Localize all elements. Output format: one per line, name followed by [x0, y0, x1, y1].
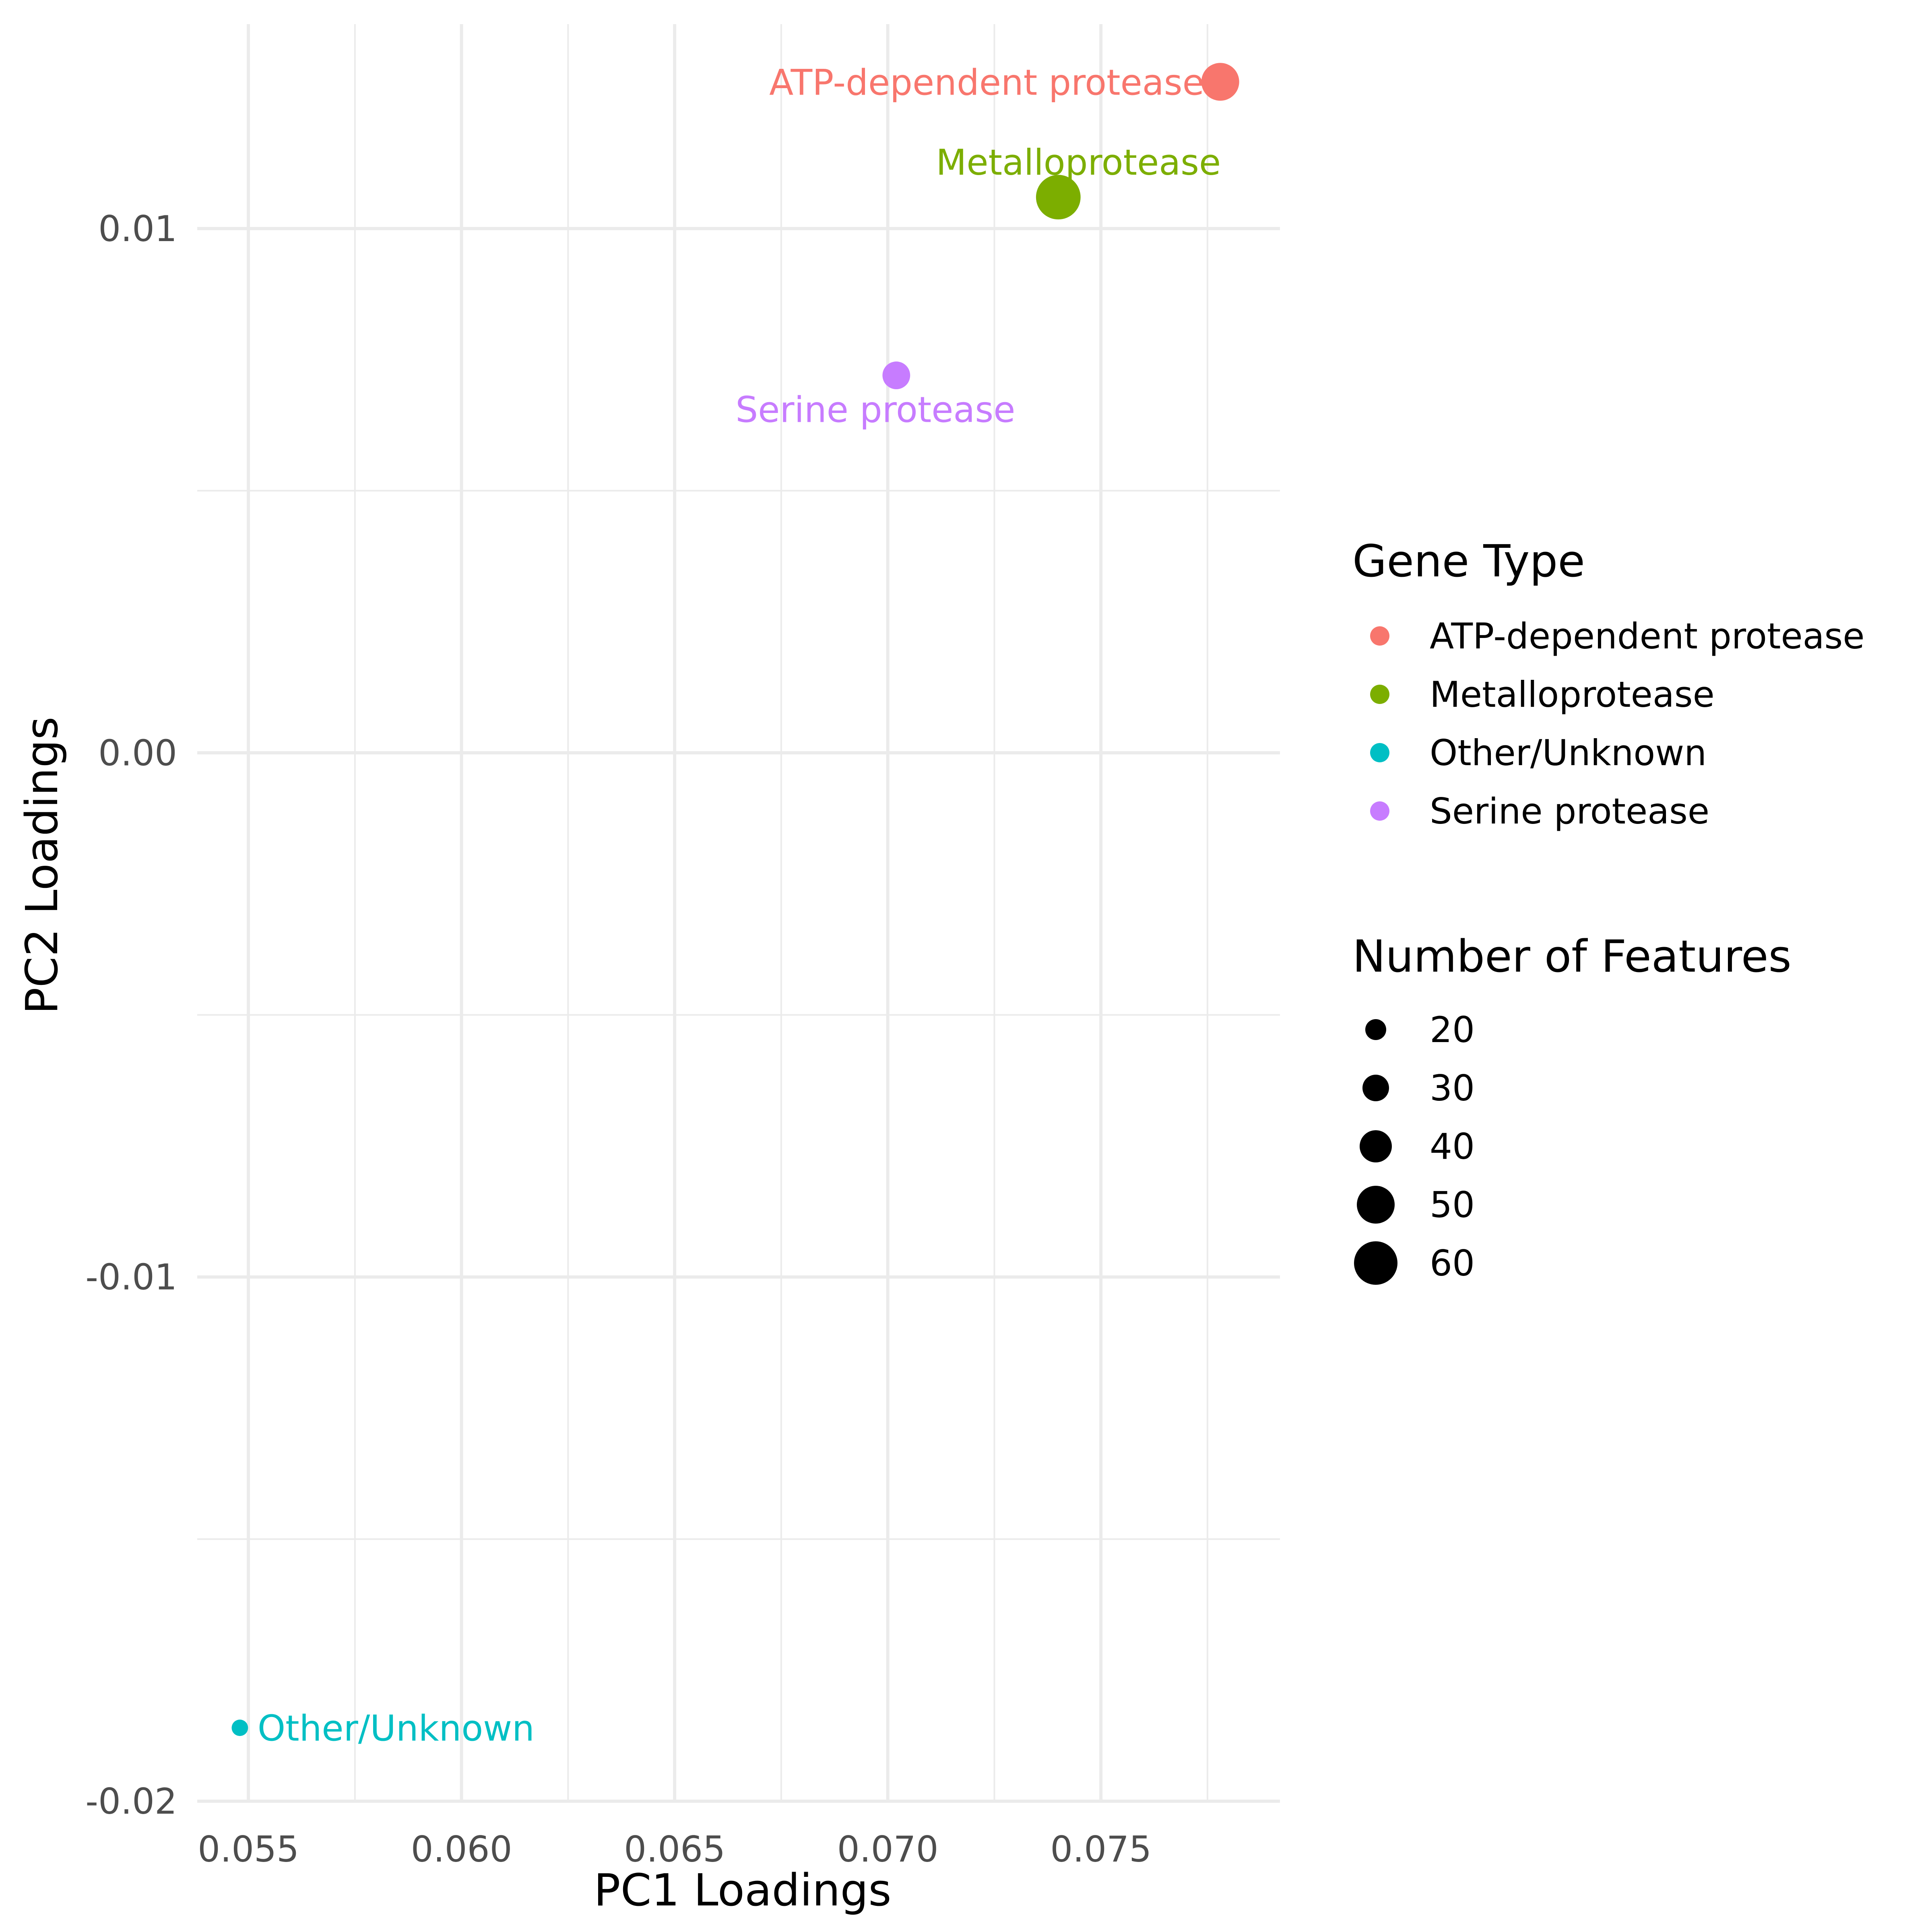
legend-color-label: Serine protease [1430, 791, 1709, 832]
legend-size-key [1365, 1019, 1386, 1040]
legend-color-entries: ATP-dependent protease Metalloprotease Oth… [1370, 615, 1865, 832]
data-point [1201, 63, 1239, 101]
tick-labels: 0.055 0.060 0.065 0.070 0.075 -0.02 -0.01 0.00 0… [85, 208, 1152, 1870]
data-point [231, 1719, 248, 1736]
point-label: Other/Unknown [258, 1708, 535, 1749]
legend-color-key [1370, 626, 1389, 646]
legend-size-key [1357, 1186, 1395, 1224]
x-tick-label: 0.075 [1050, 1829, 1152, 1870]
legend-color-label: Other/Unknown [1430, 732, 1707, 774]
y-tick-label: 0.00 [98, 732, 177, 774]
legend-color-key [1370, 685, 1389, 704]
legend-size-label: 60 [1430, 1243, 1475, 1284]
point-labels: ATP-dependent protease Metalloprotease Ser… [258, 62, 1221, 1749]
x-tick-label: 0.065 [624, 1829, 725, 1870]
legend-size-key [1362, 1075, 1389, 1101]
y-tick-label: -0.01 [85, 1257, 177, 1298]
x-tick-label: 0.070 [837, 1829, 939, 1870]
legend-color-label: Metalloprotease [1430, 674, 1715, 715]
legend-color-title: Gene Type [1352, 535, 1585, 587]
legend-color-label: ATP-dependent protease [1430, 615, 1865, 657]
legend-size-label: 40 [1430, 1126, 1475, 1167]
legend-size-key [1360, 1130, 1392, 1162]
legend-size-label: 50 [1430, 1184, 1475, 1226]
x-tick-label: 0.055 [198, 1829, 299, 1870]
y-axis-title: PC2 Loadings [16, 716, 68, 1014]
x-tick-label: 0.060 [411, 1829, 512, 1870]
legend-size-entries: 20 30 40 50 60 [1354, 1009, 1475, 1285]
legend-color-key [1370, 743, 1389, 762]
legend-size-title: Number of Features [1352, 931, 1792, 982]
data-point [1036, 175, 1081, 220]
point-label: Metalloprotease [936, 142, 1221, 183]
legend-size-key [1354, 1241, 1397, 1285]
legend-color-key [1370, 801, 1389, 821]
point-label: ATP-dependent protease [769, 62, 1204, 103]
grid [197, 24, 1280, 1803]
legend-size-label: 20 [1430, 1009, 1475, 1051]
legend-size-label: 30 [1430, 1067, 1475, 1109]
y-tick-label: 0.01 [98, 208, 177, 250]
y-tick-label: -0.02 [85, 1781, 177, 1822]
x-axis-title: PC1 Loadings [594, 1864, 891, 1916]
point-label: Serine protease [735, 389, 1015, 431]
data-point [882, 361, 910, 389]
data-points [231, 63, 1239, 1736]
legend: Gene Type ATP-dependent protease Metallop… [1352, 535, 1865, 1285]
